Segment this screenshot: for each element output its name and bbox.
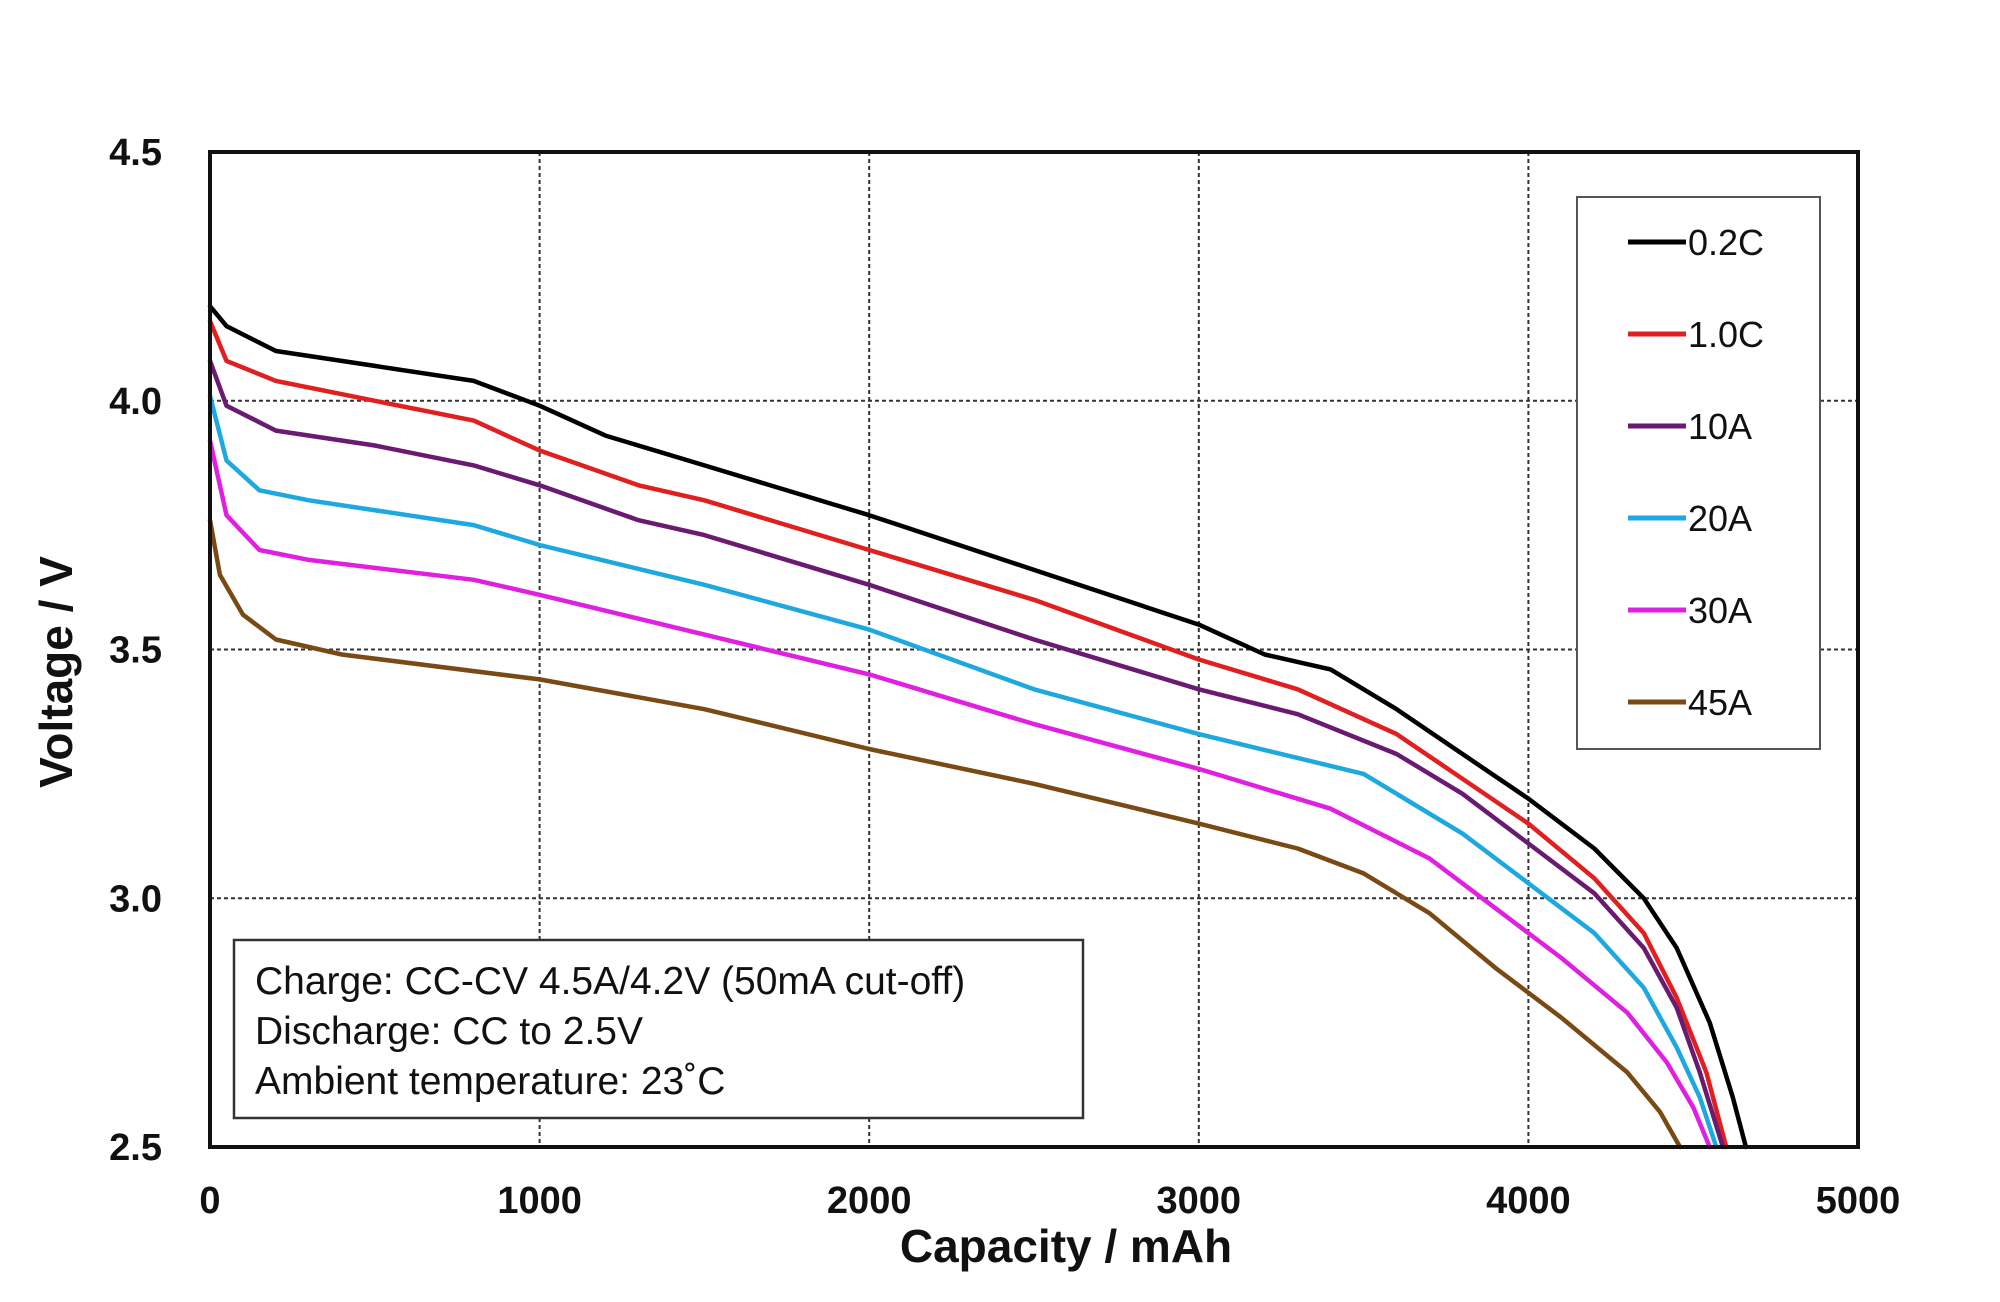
y-tick-label: 4.5 bbox=[109, 132, 162, 174]
x-tick-label: 0 bbox=[199, 1180, 220, 1222]
legend: 0.2C 1.0C 10A 20A 30A 45A bbox=[1576, 196, 1821, 750]
annotation-charge: Charge: CC-CV 4.5A/4.2V (50mA cut-off) bbox=[255, 960, 965, 1003]
series-lines bbox=[207, 303, 1749, 1150]
x-axis-title: Capacity / mAh bbox=[900, 1220, 1232, 1272]
annotation-discharge: Discharge: CC to 2.5V bbox=[255, 1010, 643, 1053]
x-tick-label: 1000 bbox=[497, 1180, 582, 1222]
legend-label: 30A bbox=[1688, 590, 1752, 631]
x-tick-label: 4000 bbox=[1486, 1180, 1571, 1222]
y-tick-labels: 2.5 3.0 3.5 4.0 4.5 bbox=[109, 132, 162, 1169]
series-line-20A bbox=[207, 393, 1719, 1150]
legend-label: 0.2C bbox=[1688, 222, 1764, 263]
series-line-1.0C bbox=[207, 318, 1729, 1150]
series-line-10A bbox=[207, 358, 1726, 1150]
x-tick-labels: 0 1000 2000 3000 4000 5000 bbox=[199, 1180, 1900, 1222]
legend-label: 1.0C bbox=[1688, 314, 1764, 355]
x-tick-label: 5000 bbox=[1816, 1180, 1901, 1222]
y-axis-title: Voltage / V bbox=[30, 556, 82, 788]
y-tick-label: 4.0 bbox=[109, 381, 162, 423]
series-line-30A bbox=[207, 438, 1712, 1150]
legend-label: 20A bbox=[1688, 498, 1752, 539]
annotation-temperature: Ambient temperature: 23˚C bbox=[255, 1060, 725, 1103]
x-tick-label: 2000 bbox=[827, 1180, 912, 1222]
x-tick-label: 3000 bbox=[1157, 1180, 1242, 1222]
y-tick-label: 3.5 bbox=[109, 630, 162, 672]
annotation-box: Charge: CC-CV 4.5A/4.2V (50mA cut-off) D… bbox=[232, 938, 1085, 1120]
y-tick-label: 2.5 bbox=[109, 1127, 162, 1169]
series-line-45A bbox=[207, 517, 1683, 1150]
legend-label: 10A bbox=[1688, 406, 1752, 447]
series-line-0.2C bbox=[207, 303, 1749, 1150]
y-tick-label: 3.0 bbox=[109, 878, 162, 920]
legend-label: 45A bbox=[1688, 682, 1752, 723]
plot-frame bbox=[208, 150, 1860, 1149]
